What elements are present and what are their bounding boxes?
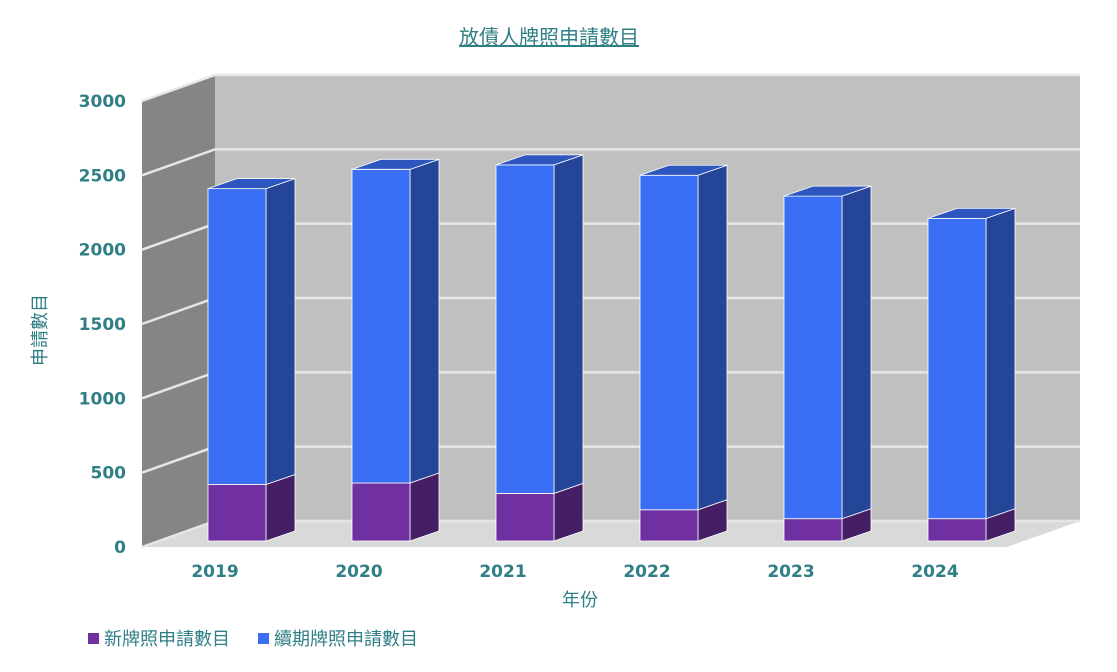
bar-top (495, 154, 584, 166)
x-tick-label: 2020 (335, 562, 382, 582)
legend: 新牌照申請數目 續期牌照申請數目 (88, 629, 418, 650)
bar-side (265, 178, 296, 486)
x-tick-label: 2023 (767, 562, 814, 582)
y-tick-label: 0 (114, 538, 126, 558)
bar (639, 174, 699, 511)
x-axis-label: 年份 (562, 590, 598, 611)
x-tick-label: 2022 (623, 562, 670, 582)
bar (351, 168, 411, 484)
bar-side (985, 207, 1016, 520)
gridline (141, 73, 1080, 103)
bar-side (553, 154, 584, 494)
y-tick-label: 3000 (79, 92, 126, 112)
bar (927, 518, 987, 542)
bar-side (409, 472, 440, 542)
legend-label: 新牌照申請數目 (104, 629, 230, 650)
x-tick-label: 2019 (191, 562, 238, 582)
x-tick-label: 2021 (479, 562, 526, 582)
bar (207, 484, 267, 542)
bar (639, 509, 699, 542)
gridline (141, 148, 1080, 177)
bar (783, 195, 843, 520)
legend-label: 續期牌照申請數目 (274, 629, 418, 650)
legend-swatch (258, 633, 269, 644)
bar-top (207, 178, 296, 190)
y-tick-label: 1500 (79, 315, 126, 335)
bar-side (265, 473, 296, 542)
y-tick-label: 2500 (79, 166, 126, 186)
bar-top (783, 185, 872, 197)
bar (495, 493, 555, 542)
bar (207, 188, 267, 485)
y-axis-label: 申請數目 (30, 294, 51, 366)
bar (783, 518, 843, 542)
bar-top (639, 164, 728, 176)
y-tick-label: 500 (91, 464, 127, 484)
bars (207, 154, 1016, 542)
y-tick-label: 2000 (79, 241, 126, 261)
y-tick-label: 1000 (79, 389, 126, 409)
bar-side (697, 164, 728, 511)
chart-title: 放債人牌照申請數目 (459, 25, 639, 49)
y-tick-labels: 0 500 1000 1500 2000 2500 3000 (79, 92, 126, 558)
bar (495, 164, 555, 494)
bar-top (351, 158, 440, 170)
bar-top (927, 207, 1016, 219)
bar (351, 482, 411, 542)
x-tick-label: 2024 (911, 562, 958, 582)
bar (927, 217, 987, 520)
bar-side (841, 185, 872, 520)
x-tick-labels: 2019 2020 2021 2022 2023 2024 (191, 562, 958, 582)
bar-side (409, 158, 440, 484)
legend-swatch (88, 633, 99, 644)
